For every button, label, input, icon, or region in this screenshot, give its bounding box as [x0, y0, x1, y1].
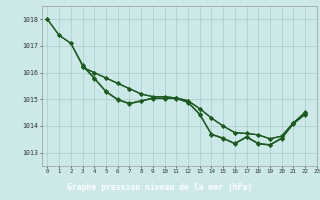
- Text: Graphe pression niveau de la mer (hPa): Graphe pression niveau de la mer (hPa): [68, 182, 252, 192]
